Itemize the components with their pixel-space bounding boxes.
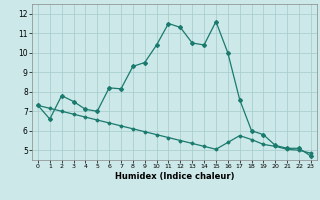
X-axis label: Humidex (Indice chaleur): Humidex (Indice chaleur) — [115, 172, 234, 181]
